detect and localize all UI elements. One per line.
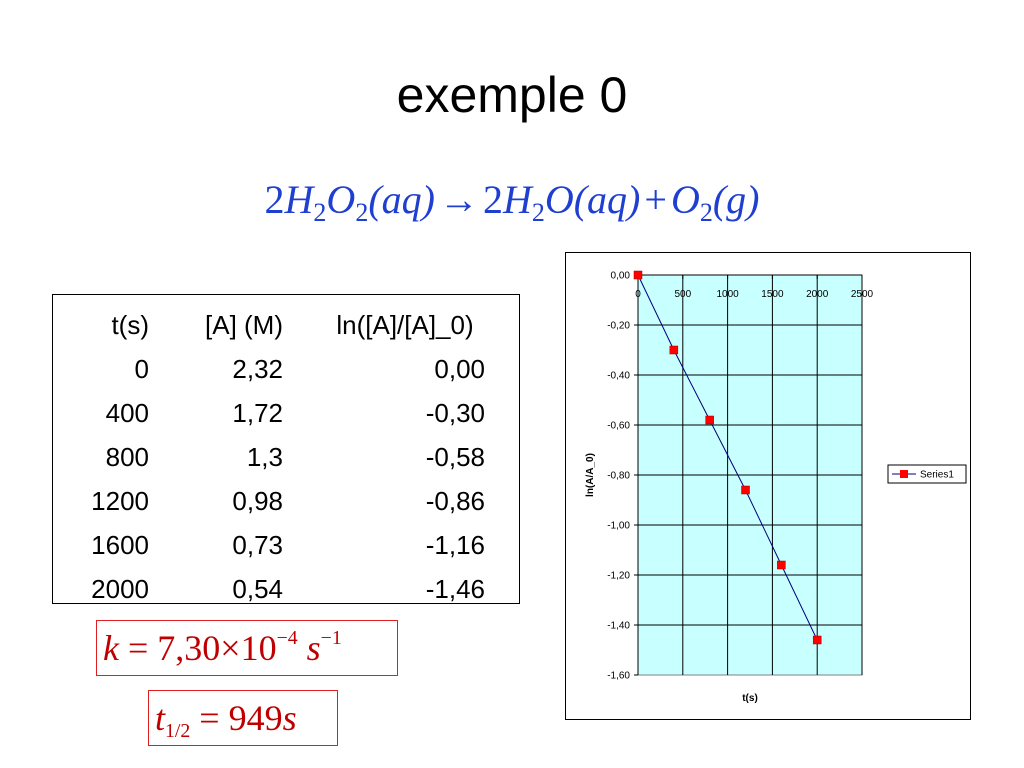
cell-time: 2000: [91, 573, 149, 604]
y-tick-label: -0,80: [607, 471, 630, 482]
cell-ln-ratio: -0,86: [425, 485, 485, 516]
data-point: [741, 485, 750, 495]
x-tick-label: 2000: [806, 289, 829, 300]
data-point: [669, 345, 679, 355]
x-tick-label: 1500: [761, 289, 784, 300]
table-header-row: t(s) [A] (M) ln([A]/[A]_0): [63, 303, 515, 347]
y-tick-label: -0,40: [607, 371, 630, 382]
x-tick-label: 2500: [851, 289, 874, 300]
table-row: 800 1,3 -0,58: [63, 435, 515, 479]
cell-ln-ratio: 0,00: [434, 353, 485, 384]
cell-time: 0: [134, 353, 149, 384]
y-tick-label: -1,00: [607, 521, 630, 532]
table-row: 1600 0,73 -1,16: [63, 523, 515, 567]
cell-concentration: 1,72: [232, 397, 283, 428]
cell-ln-ratio: -1,46: [425, 573, 485, 604]
half-life-formula: t1/2 = 949s: [148, 690, 338, 746]
data-table: t(s) [A] (M) ln([A]/[A]_0) 0 2,32 0,00 4…: [63, 303, 515, 611]
rate-constant-formula: k = 7,30×10−4 s−1: [96, 620, 398, 676]
header-concentration: [A] (M): [205, 309, 283, 340]
series-line: [637, 274, 818, 641]
y-tick-label: -1,20: [607, 571, 630, 582]
cell-concentration: 1,3: [246, 441, 283, 472]
cell-concentration: 0,98: [232, 485, 283, 516]
data-point: [777, 560, 786, 570]
cell-time: 1200: [91, 485, 149, 516]
data-point: [705, 415, 714, 425]
table-row: 1200 0,98 -0,86: [63, 479, 515, 523]
reaction-equation: 2H2O2(aq) → 2H2O(aq) + O2(g): [264, 177, 760, 227]
legend-label: Series1: [920, 470, 954, 481]
cell-time: 1600: [91, 529, 149, 560]
cell-time: 400: [105, 397, 149, 428]
cell-concentration: 0,54: [232, 573, 283, 604]
data-point: [812, 635, 822, 645]
y-tick-label: -0,60: [607, 421, 630, 432]
data-table-box: t(s) [A] (M) ln([A]/[A]_0) 0 2,32 0,00 4…: [52, 294, 520, 604]
y-tick-label: 0,00: [611, 271, 631, 282]
x-tick-label: 0: [635, 289, 641, 300]
header-time: t(s): [111, 309, 149, 340]
y-tick-label: -1,60: [607, 671, 630, 682]
cell-ln-ratio: -1,16: [425, 529, 485, 560]
cell-concentration: 2,32: [232, 353, 283, 384]
legend-box: [887, 464, 967, 484]
cell-concentration: 0,73: [232, 529, 283, 560]
ln-ratio-chart: 0 500 1000 1500 2000 2500 0,00 -0,20 -0,40 -0,60 -…: [585, 270, 967, 704]
chart-frame: 0 500 1000 1500 2000 2500 0,00 -0,20 -0,40 -0,60 -…: [565, 252, 971, 720]
table-row: 400 1,72 -0,30: [63, 391, 515, 435]
x-tick-label: 1000: [716, 289, 739, 300]
y-tick-label: -0,20: [607, 321, 630, 332]
cell-time: 800: [105, 441, 149, 472]
header-ln-ratio: ln([A]/[A]_0): [336, 309, 474, 340]
x-axis-title: t(s): [742, 693, 758, 704]
data-point: [633, 270, 643, 280]
cell-ln-ratio: -0,58: [425, 441, 485, 472]
slide-title: exemple 0: [396, 67, 628, 123]
table-row: 2000 0,54 -1,46: [63, 567, 515, 611]
x-tick-label: 500: [674, 289, 691, 300]
cell-ln-ratio: -0,30: [425, 397, 485, 428]
table-row: 0 2,32 0,00: [63, 347, 515, 391]
y-axis-title: ln(A/A_0): [585, 453, 596, 497]
y-tick-label: -1,40: [607, 621, 630, 632]
legend-marker: [900, 470, 908, 478]
